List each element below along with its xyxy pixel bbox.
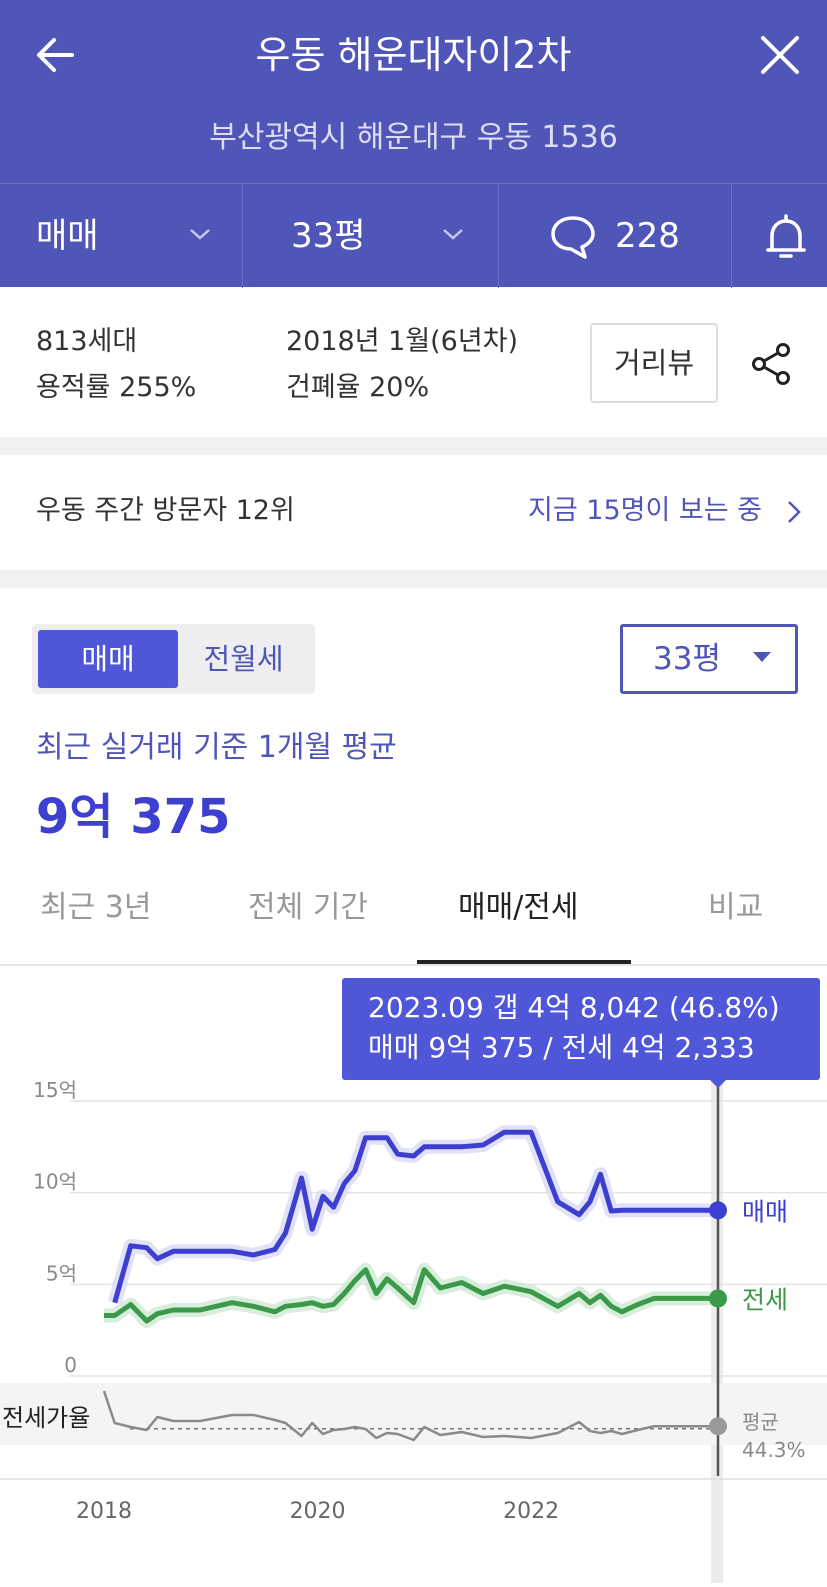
price-chart[interactable]: 2023.09 갭 4억 8,042 (46.8%) 매매 9억 375 / 전… xyxy=(0,968,827,1583)
tab-all-period[interactable]: 전체 기간 xyxy=(248,890,368,925)
active-tab-indicator xyxy=(417,960,631,964)
trade-toggle: 매매 전월세 xyxy=(32,624,315,694)
jeonse-end-marker xyxy=(709,1289,727,1308)
y-tick-label: 0 xyxy=(64,1353,77,1377)
chevron-down-icon xyxy=(443,229,463,240)
jeonse-range-band xyxy=(104,1262,718,1328)
toggle-sale[interactable]: 매매 xyxy=(38,630,178,688)
sale-series-label: 매매 xyxy=(742,1197,788,1226)
ratio-panel xyxy=(0,1383,827,1445)
tooltip-line-2: 매매 9억 375 / 전세 4억 2,333 xyxy=(368,1031,755,1064)
bell-icon xyxy=(766,214,806,258)
page-title: 우동 해운대자이2차 xyxy=(255,33,572,77)
tooltip-pointer xyxy=(710,1080,726,1088)
close-icon[interactable] xyxy=(755,30,805,80)
complex-info: 813세대 2018년 1월(6년차) 용적률 255% 건폐율 20% 거리뷰 xyxy=(0,287,827,437)
address: 부산광역시 해운대구 우동 1536 xyxy=(209,120,618,155)
size-dropdown[interactable]: 33평 xyxy=(243,184,499,288)
chevron-right-icon xyxy=(788,501,801,523)
y-tick-label: 5억 xyxy=(46,1261,77,1285)
tab-sale-jeonse[interactable]: 매매/전세 xyxy=(458,890,579,925)
speech-bubble-icon xyxy=(551,216,595,259)
ratio-line xyxy=(102,1390,718,1442)
comments-button[interactable]: 228 xyxy=(499,184,732,288)
floor-area-ratio: 용적률 255% xyxy=(36,372,197,403)
chart-tooltip: 2023.09 갭 4억 8,042 (46.8%) 매매 9억 375 / 전… xyxy=(342,978,820,1080)
built-date: 2018년 1월(6년차) xyxy=(286,326,519,357)
jeonse-series-label: 전세 xyxy=(742,1285,788,1314)
trade-type-label: 매매 xyxy=(36,216,99,256)
avg-price-label: 최근 실거래 기준 1개월 평균 xyxy=(36,730,397,765)
notification-button[interactable] xyxy=(732,184,827,288)
comment-count: 228 xyxy=(615,216,680,256)
tooltip-line-1: 2023.09 갭 4억 8,042 (46.8%) xyxy=(368,991,780,1024)
tab-recent-3y[interactable]: 최근 3년 xyxy=(40,890,152,925)
header: 우동 해운대자이2차 부산광역시 해운대구 우동 1536 매매 33평 228 xyxy=(0,0,827,288)
x-tick-label: 2018 xyxy=(76,1499,132,1524)
avg-price-value: 9억 375 xyxy=(36,789,231,845)
filter-bar: 매매 33평 228 xyxy=(0,183,827,288)
chevron-down-icon xyxy=(190,229,210,240)
size-label: 33평 xyxy=(291,216,366,256)
back-arrow-icon[interactable] xyxy=(30,30,80,80)
ratio-average-value: 44.3% xyxy=(742,1438,806,1462)
sale-line xyxy=(112,1129,718,1304)
y-tick-label: 10억 xyxy=(33,1170,77,1194)
period-tabs: 최근 3년 전체 기간 매매/전세 비교 xyxy=(0,880,827,966)
tab-compare[interactable]: 비교 xyxy=(708,890,764,925)
visitor-rank: 우동 주간 방문자 12위 xyxy=(36,495,295,526)
divider xyxy=(0,437,827,455)
size-select[interactable]: 33평 xyxy=(620,624,798,694)
visitor-rank-row[interactable]: 우동 주간 방문자 12위 지금 15명이 보는 중 xyxy=(0,455,827,570)
toggle-rent[interactable]: 전월세 xyxy=(203,642,284,676)
divider xyxy=(0,570,827,588)
y-tick-label: 15억 xyxy=(33,1078,77,1102)
size-select-value: 33평 xyxy=(653,641,721,677)
caret-down-icon xyxy=(753,652,771,662)
street-view-button[interactable]: 거리뷰 xyxy=(590,323,718,403)
ratio-label: 전세가율 xyxy=(2,1404,90,1432)
households: 813세대 xyxy=(36,326,138,357)
trade-type-dropdown[interactable]: 매매 xyxy=(0,184,243,288)
jeonse-line xyxy=(104,1267,718,1324)
building-coverage: 건폐율 20% xyxy=(286,372,430,403)
x-tick-label: 2020 xyxy=(290,1499,346,1524)
viewing-now[interactable]: 지금 15명이 보는 중 xyxy=(528,495,762,526)
share-icon[interactable] xyxy=(750,342,794,386)
ratio-end-marker xyxy=(709,1417,727,1436)
ratio-average-label: 평균 xyxy=(742,1410,779,1434)
sale-end-marker xyxy=(709,1201,727,1220)
x-tick-label: 2022 xyxy=(503,1499,559,1524)
